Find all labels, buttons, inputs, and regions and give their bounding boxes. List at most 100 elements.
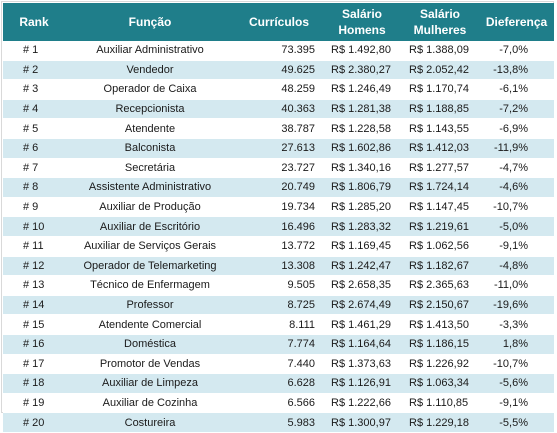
cell-salario-homens: R$ 1.461,29 (323, 314, 401, 335)
table-row: # 7 Secretária 23.727 R$ 1.340,16 R$ 1.277,5… (3, 158, 554, 179)
table-row: # 1 Auxiliar Administrativo 73.395 R$ 1.492… (3, 41, 554, 61)
cell-salario-mulheres: R$ 1.063,34 (401, 373, 479, 394)
cell-funcao: Atendente (65, 118, 235, 139)
cell-diferenca: -6,9% (479, 118, 554, 139)
cell-salario-homens: R$ 2.674,49 (323, 295, 401, 316)
cell-salario-mulheres: R$ 2.052,42 (401, 60, 479, 81)
cell-diferenca: -5,0% (479, 216, 554, 237)
table-row: # 6 Balconista 27.613 R$ 1.602,86 R$ 1.412,0… (3, 138, 554, 159)
cell-salario-homens: R$ 1.602,86 (323, 138, 401, 159)
cell-curriculos: 6.628 (235, 373, 323, 394)
cell-funcao: Operador de Telemarketing (65, 256, 235, 277)
table-header: Rank Função Currículos Salário Homens Sa… (3, 3, 554, 41)
table-row: # 8 Assistente Administrativo 20.749 R$ 1.8… (3, 177, 554, 198)
cell-salario-homens: R$ 1.340,16 (323, 158, 401, 179)
cell-curriculos: 73.395 (235, 41, 323, 61)
cell-curriculos: 9.505 (235, 275, 323, 296)
cell-diferenca: 1,8% (479, 334, 554, 355)
cell-rank: # 16 (3, 334, 65, 355)
cell-funcao: Técnico de Enfermagem (65, 275, 235, 296)
cell-curriculos: 49.625 (235, 60, 323, 81)
cell-rank: # 9 (3, 197, 65, 218)
cell-salario-mulheres: R$ 1.219,61 (401, 216, 479, 237)
cell-salario-mulheres: R$ 1.186,15 (401, 334, 479, 355)
cell-curriculos: 20.749 (235, 177, 323, 198)
table-row: # 13 Técnico de Enfermagem 9.505 R$ 2.658,3… (3, 275, 554, 296)
table-row: # 3 Operador de Caixa 48.259 R$ 1.246,49 R$ … (3, 79, 554, 100)
cell-diferenca: -4,7% (479, 158, 554, 179)
cell-curriculos: 6.566 (235, 393, 323, 414)
cell-diferenca: -9,1% (479, 236, 554, 257)
cell-rank: # 5 (3, 118, 65, 139)
table-row: # 15 Atendente Comercial 8.111 R$ 1.461,29 R… (3, 314, 554, 335)
cell-diferenca: -13,8% (479, 60, 554, 81)
cell-rank: # 3 (3, 79, 65, 100)
cell-salario-mulheres: R$ 2.150,67 (401, 295, 479, 316)
cell-curriculos: 48.259 (235, 79, 323, 100)
cell-salario-homens: R$ 1.492,80 (323, 41, 401, 61)
cell-salario-mulheres: R$ 1.170,74 (401, 79, 479, 100)
cell-rank: # 14 (3, 295, 65, 316)
cell-diferenca: -19,6% (479, 295, 554, 316)
cell-rank: # 15 (3, 314, 65, 335)
cell-funcao: Promotor de Vendas (65, 354, 235, 375)
header-salario-homens: Salário Homens (323, 3, 401, 41)
cell-funcao: Doméstica (65, 334, 235, 355)
cell-salario-mulheres: R$ 2.365,63 (401, 275, 479, 296)
cell-rank: # 17 (3, 354, 65, 375)
cell-curriculos: 40.363 (235, 99, 323, 120)
cell-curriculos: 8.725 (235, 295, 323, 316)
cell-funcao: Secretária (65, 158, 235, 179)
cell-curriculos: 27.613 (235, 138, 323, 159)
cell-salario-homens: R$ 2.380,27 (323, 60, 401, 81)
cell-diferenca: -11,0% (479, 275, 554, 296)
cell-diferenca: -5,6% (479, 373, 554, 394)
cell-salario-mulheres: R$ 1.062,56 (401, 236, 479, 257)
cell-diferenca: -7,0% (479, 41, 554, 61)
table-body: # 1 Auxiliar Administrativo 73.395 R$ 1.492… (3, 41, 554, 433)
cell-rank: # 13 (3, 275, 65, 296)
cell-salario-mulheres: R$ 1.413,50 (401, 314, 479, 335)
cell-salario-homens: R$ 1.285,20 (323, 197, 401, 218)
cell-funcao: Professor (65, 295, 235, 316)
cell-diferenca: -10,7% (479, 197, 554, 218)
table-row: # 4 Recepcionista 40.363 R$ 1.281,38 R$ 1.18… (3, 99, 554, 120)
cell-curriculos: 13.772 (235, 236, 323, 257)
cell-rank: # 10 (3, 216, 65, 237)
cell-diferenca: -7,2% (479, 99, 554, 120)
cell-diferenca: -4,6% (479, 177, 554, 198)
cell-salario-mulheres: R$ 1.182,67 (401, 256, 479, 277)
table-row: # 14 Professor 8.725 R$ 2.674,49 R$ 2.150,67… (3, 295, 554, 316)
cell-rank: # 12 (3, 256, 65, 277)
table-row: # 12 Operador de Telemarketing 13.308 R$ 1.… (3, 256, 554, 277)
header-diferenca: Dieferença (479, 3, 554, 41)
cell-curriculos: 13.308 (235, 256, 323, 277)
cell-rank: # 2 (3, 60, 65, 81)
cell-salario-homens: R$ 1.246,49 (323, 79, 401, 100)
cell-funcao: Auxiliar de Serviços Gerais (65, 236, 235, 257)
cell-rank: # 6 (3, 138, 65, 159)
cell-salario-mulheres: R$ 1.388,09 (401, 41, 479, 61)
cell-salario-homens: R$ 2.658,35 (323, 275, 401, 296)
cell-salario-mulheres: R$ 1.110,85 (401, 393, 479, 414)
cell-rank: # 4 (3, 99, 65, 120)
cell-diferenca: -9,1% (479, 393, 554, 414)
cell-curriculos: 23.727 (235, 158, 323, 179)
cell-rank: # 1 (3, 41, 65, 61)
table-row: # 2 Vendedor 49.625 R$ 2.380,27 R$ 2.052,42-… (3, 60, 554, 81)
cell-salario-homens: R$ 1.222,66 (323, 393, 401, 414)
salary-table: Rank Função Currículos Salário Homens Sa… (3, 3, 554, 433)
cell-salario-homens: R$ 1.169,45 (323, 236, 401, 257)
cell-diferenca: -4,8% (479, 256, 554, 277)
cell-funcao: Assistente Administrativo (65, 177, 235, 198)
cell-curriculos: 38.787 (235, 118, 323, 139)
table-row: # 19 Auxiliar de Cozinha 6.566 R$ 1.222,66 R… (3, 393, 554, 414)
cell-funcao: Recepcionista (65, 99, 235, 120)
cell-salario-mulheres: R$ 1.412,03 (401, 138, 479, 159)
table-row: # 9 Auxiliar de Produção 19.734 R$ 1.285,20… (3, 197, 554, 218)
cell-salario-homens: R$ 1.228,58 (323, 118, 401, 139)
cell-rank: # 8 (3, 177, 65, 198)
table-row: # 5 Atendente 38.787 R$ 1.228,58 R$ 1.143,55… (3, 118, 554, 139)
cell-funcao: Auxiliar de Escritório (65, 216, 235, 237)
